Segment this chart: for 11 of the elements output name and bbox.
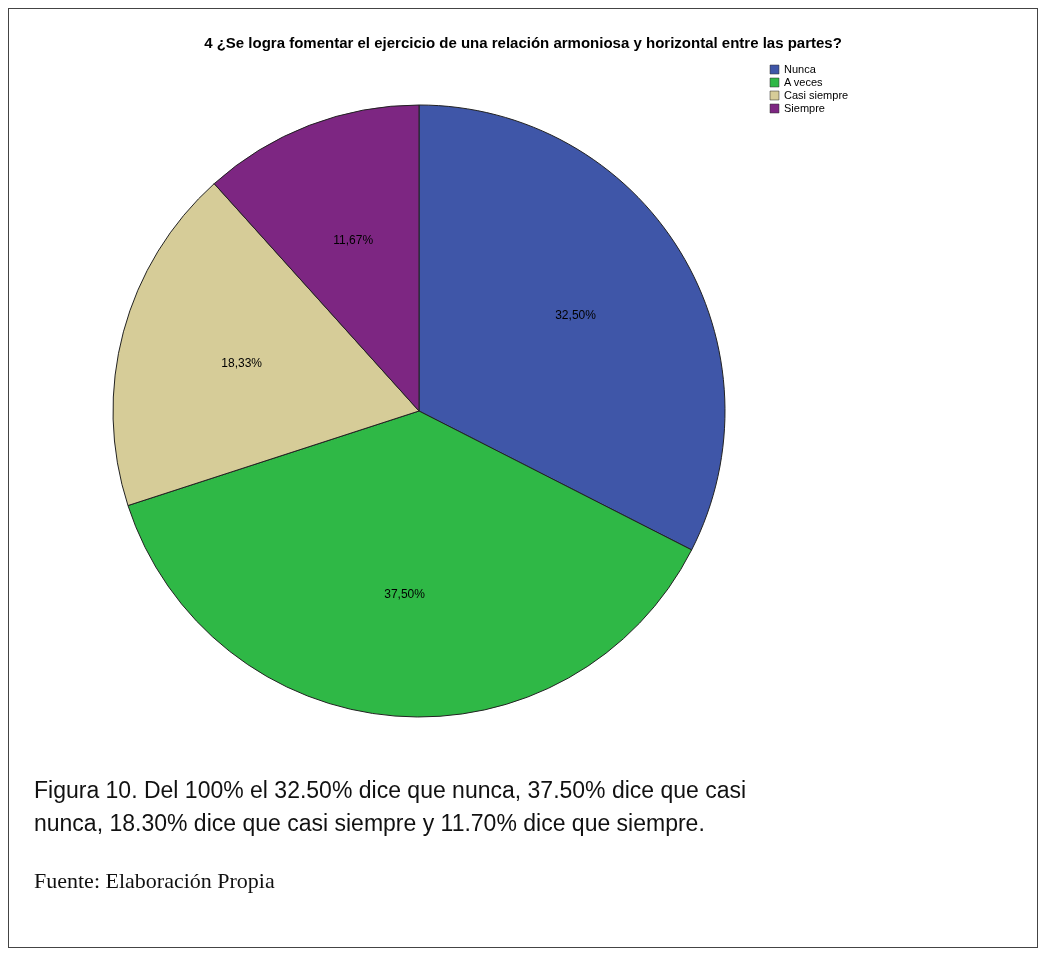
- legend-label: Nunca: [784, 62, 817, 75]
- data-label: 37,50%: [384, 587, 426, 602]
- legend-label: A veces: [784, 75, 824, 88]
- source-note: Fuente: Elaboración Propia: [34, 868, 276, 894]
- data-label: 11,67%: [333, 232, 374, 247]
- data-label: 18,33%: [221, 356, 263, 371]
- legend-label: Casi siempre: [784, 88, 849, 101]
- text: Figura 10. Del 100% el 32.50% dice que nunca, 37.50% dice que casi nunca, 18.30% dice que casi siempre y 11.70% dice que siempre.: [34, 776, 748, 838]
- chart-title: 4 ¿Se logra fomentar el ejercicio de una relación armoniosa y horizontal entre las partes?: [204, 34, 842, 51]
- legend-label: Siempre: [784, 101, 825, 114]
- data-label: 32,50%: [555, 308, 597, 323]
